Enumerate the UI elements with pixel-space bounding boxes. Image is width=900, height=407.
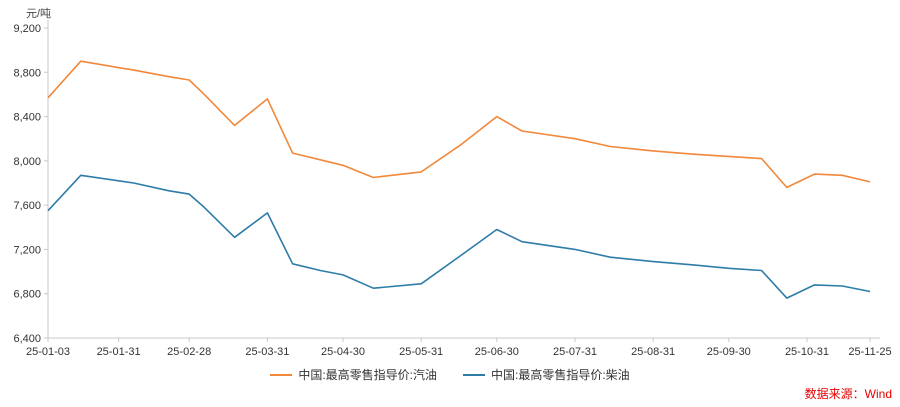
y-axis-tick-label: 6,800 xyxy=(13,289,41,301)
x-axis-tick-label: 25-02-28 xyxy=(167,346,211,358)
data-source-label: 数据来源：Wind xyxy=(804,387,892,401)
legend-swatch-diesel xyxy=(463,373,485,376)
series-line-diesel xyxy=(47,174,871,299)
x-axis-tick-label: 25-04-30 xyxy=(321,346,365,358)
x-axis-tick-label: 25-01-31 xyxy=(97,346,141,358)
y-axis-tick-label: 7,200 xyxy=(13,244,41,256)
x-axis-tick-label: 25-10-31 xyxy=(785,346,829,358)
y-axis-unit-label: 元/吨 xyxy=(26,8,52,20)
legend-item-gasoline[interactable]: 中国:最高零售指导价:汽油 xyxy=(270,366,437,383)
x-axis-tick-label: 25-08-31 xyxy=(631,346,675,358)
y-axis-tick-label: 8,400 xyxy=(13,112,41,124)
x-axis-tick-label: 25-03-31 xyxy=(245,346,289,358)
series-line-gasoline xyxy=(47,60,871,189)
x-axis-tick-label: 25-11-25 xyxy=(848,346,891,358)
y-axis-tick-label: 8,000 xyxy=(13,156,41,168)
x-axis-tick-label: 25-07-31 xyxy=(553,346,597,358)
legend-label-diesel: 中国:最高零售指导价:柴油 xyxy=(491,368,630,382)
x-axis-tick-label: 25-09-30 xyxy=(707,346,751,358)
y-axis-tick-label: 7,600 xyxy=(13,200,41,212)
legend-label-gasoline: 中国:最高零售指导价:汽油 xyxy=(298,368,437,382)
legend: 中国:最高零售指导价:汽油 中国:最高零售指导价:柴油 xyxy=(0,366,900,383)
x-axis-tick-label: 25-05-31 xyxy=(399,346,443,358)
y-axis-tick-label: 8,800 xyxy=(13,67,41,79)
legend-swatch-gasoline xyxy=(270,373,293,376)
y-axis-tick-label: 9,200 xyxy=(13,23,41,35)
legend-item-diesel[interactable]: 中国:最高零售指导价:柴油 xyxy=(463,366,630,383)
x-axis-tick-label: 25-01-03 xyxy=(26,346,70,358)
x-axis-tick-label: 25-06-30 xyxy=(475,346,519,358)
line-chart: 6,400 6,800 7,200 7,600 8,000 8,400 8,800 9,200… xyxy=(13,20,892,358)
y-axis-tick-label: 6,400 xyxy=(13,333,41,345)
